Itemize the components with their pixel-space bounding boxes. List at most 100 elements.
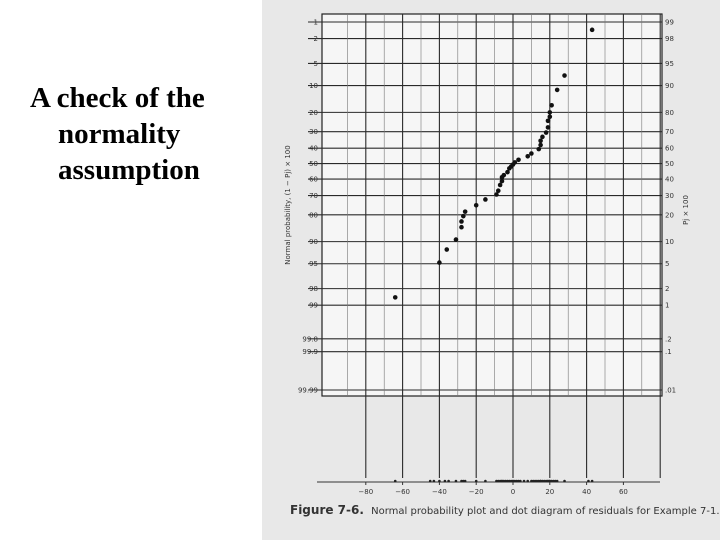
right-tick-label: 1 [665,302,669,310]
right-tick-label: 10 [665,238,674,246]
right-tick-label: .01 [665,387,676,395]
left-tick-label: 50 [309,160,318,168]
dot-diagram-dot [474,479,478,483]
dot-diagram-dot [535,479,539,483]
dot-diagram-dot [522,479,526,483]
residual-point [543,130,549,135]
right-tick-label: 50 [665,160,674,168]
dot-diagram-dot [542,479,546,483]
dot-diagram-dot [504,479,507,483]
residual-point [545,118,551,124]
dot-diagram-dot [463,479,467,483]
right-tick-label: .2 [665,335,672,343]
dot-diagram-dot [548,479,552,483]
plot-area [321,13,663,397]
residual-point [505,169,510,175]
residual-point [453,237,459,242]
residual-point [554,87,560,93]
dot-diagram-dot [587,479,590,483]
dot-diagram-dot [519,479,522,483]
left-tick-label: 40 [309,145,318,153]
residual-point [540,134,545,140]
left-tick-label: 10 [309,82,318,90]
x-tick-label: 0 [511,488,515,496]
dot-diagram-dot [537,479,541,483]
dot-diagram-dot [428,479,432,483]
dot-diagram-dot [526,479,530,483]
residual-point [536,146,542,152]
left-tick-label: 98 [309,285,318,293]
right-tick-label: 40 [665,176,674,184]
dot-diagram-dot [432,479,436,483]
dot-diagram-dot [552,479,555,483]
residual-point [538,142,543,148]
right-tick-label: 95 [665,60,674,68]
residual-point [494,192,499,197]
figure-caption: Figure 7-6. Normal probability plot and … [290,503,720,517]
residual-point [444,247,450,252]
right-tick-label: 90 [665,82,674,90]
x-tick-label: 20 [545,488,554,496]
dot-diagram-dot [460,479,463,483]
x-tick-label: −20 [469,488,484,496]
dot-diagram-dot [509,479,513,483]
dot-diagram-dot [500,479,504,483]
residual-point [462,209,468,214]
dot-diagram-dot [506,479,509,483]
residual-point [459,219,464,224]
y-axis-label-right: Pj × 100 [682,195,690,225]
dot-diagram-dot [498,479,502,483]
dot-diagram-dot [533,479,537,483]
dot-diagram-dot [541,479,544,483]
dot-diagram-dot [502,479,506,483]
left-tick-label: 70 [309,192,318,200]
dot-diagram-dot [563,479,566,483]
x-tick-label: −80 [358,488,373,496]
residual-point [392,295,398,300]
right-tick-label: 70 [665,128,674,136]
left-tick-label: 2 [314,35,318,43]
right-tick-label: 30 [665,192,674,200]
dot-diagram-dot [550,479,553,483]
dot-diagram-dot [495,479,498,483]
right-tick-label: 5 [665,260,669,268]
residual-point [562,73,567,78]
right-tick-label: .1 [665,348,672,356]
residual-point [459,224,464,230]
residual-point [589,27,595,33]
dot-diagram-dot [555,479,559,483]
dot-diagram-dot [496,479,500,483]
dot-diagram-dot [513,479,517,483]
dot-diagram-dot [462,479,465,483]
dot-diagram-dot [539,479,542,483]
title-line-1: A check of the [30,82,205,114]
dot-diagram-dot [447,479,450,483]
right-tick-label: 20 [665,211,674,219]
residual-point [495,188,501,194]
residual-point [501,172,507,178]
dot-diagram-dot [443,479,447,483]
left-tick-label: 99.9 [302,348,318,356]
caption-text: Normal probability plot and dot diagram … [371,506,720,517]
dot-diagram-dot [508,479,511,483]
dot-diagram-dot [530,479,533,483]
x-tick-label: 40 [582,488,591,496]
dot-diagram-dot [546,479,550,483]
right-tick-label: 2 [665,285,669,293]
left-tick-label: 60 [309,176,318,184]
residual-point [461,213,466,219]
dot-diagram-dot [554,479,557,483]
residual-point [529,151,534,156]
title-line-3: assumption [58,154,200,186]
residual-point [483,197,488,202]
dot-diagram-dot [515,479,518,483]
residual-point [512,160,518,165]
dot-diagram-dot [393,479,397,483]
residual-point [549,102,554,108]
left-tick-label: 5 [314,60,318,68]
left-tick-label: 80 [309,211,318,219]
residual-point [499,178,505,184]
dot-diagram-dot [511,479,515,483]
dot-diagram-dot [531,479,535,483]
x-tick-label: −40 [432,488,447,496]
